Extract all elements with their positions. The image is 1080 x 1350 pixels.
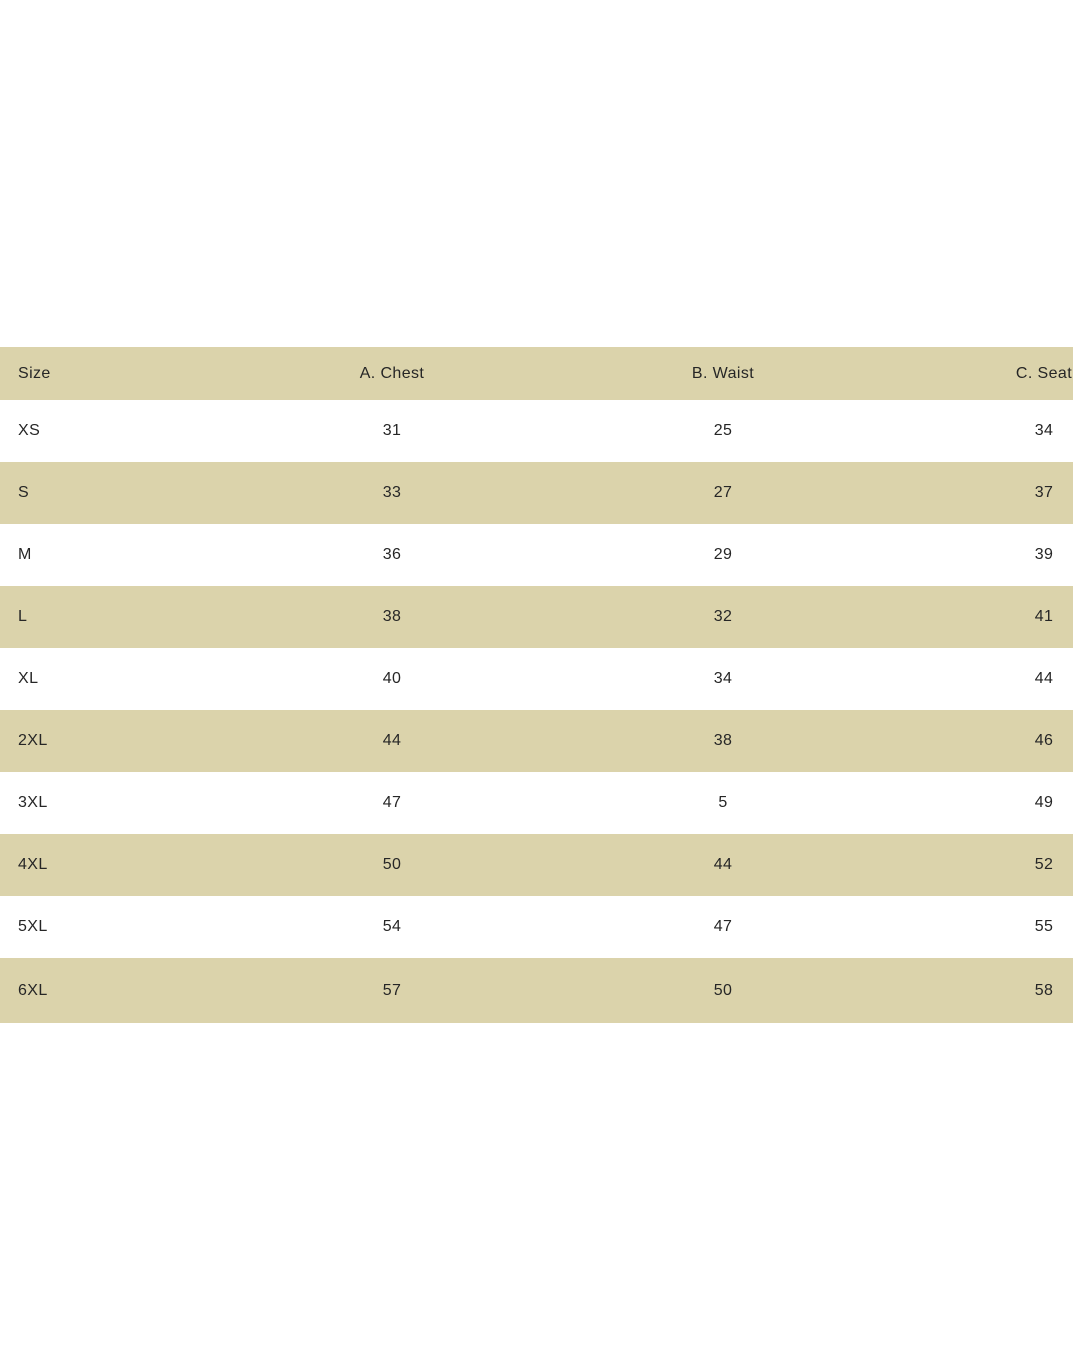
seat-value: 55 [1034,918,1054,935]
size-label: XL [18,670,39,687]
size-chart-table: Size A. Chest B. Waist C. Seat XS 31 25 … [0,347,1073,1023]
size-label: M [18,546,32,563]
chest-value: 38 [382,608,402,625]
chest-value: 50 [382,856,402,873]
table-row-3xl: 3XL 47 5 49 [0,772,1073,834]
table-row-xl: XL 40 34 44 [0,648,1073,710]
size-label: 4XL [18,856,48,873]
chest-value: 36 [382,546,402,563]
waist-value: 25 [713,422,733,439]
seat-value: 34 [1034,422,1054,439]
seat-value: 52 [1034,856,1054,873]
table-row-l: L 38 32 41 [0,586,1073,648]
table-row-4xl: 4XL 50 44 52 [0,834,1073,896]
size-label: S [18,484,30,501]
waist-value: 27 [713,484,733,501]
seat-value: 39 [1034,546,1054,563]
chest-value: 44 [382,732,402,749]
seat-value: 58 [1034,981,1054,999]
size-label: L [18,608,28,625]
table-row-5xl: 5XL 54 47 55 [0,896,1073,958]
seat-value: 37 [1034,484,1054,501]
table-row-s: S 33 27 37 [0,462,1073,524]
waist-value: 50 [713,981,733,999]
table-header-row: Size A. Chest B. Waist C. Seat [0,347,1073,400]
table-row-2xl: 2XL 44 38 46 [0,710,1073,772]
table-row-m: M 36 29 39 [0,524,1073,586]
seat-value: 49 [1034,794,1054,811]
waist-value: 5 [718,794,728,811]
seat-value: 44 [1034,670,1054,687]
waist-value: 34 [713,670,733,687]
size-label: 2XL [18,732,48,749]
size-label: XS [18,422,41,439]
chest-value: 54 [382,918,402,935]
size-label: 3XL [18,794,48,811]
waist-value: 32 [713,608,733,625]
seat-value: 46 [1034,732,1054,749]
chest-value: 57 [382,981,402,999]
size-label: 6XL [18,981,48,999]
waist-value: 38 [713,732,733,749]
waist-value: 29 [713,546,733,563]
waist-value: 44 [713,856,733,873]
seat-value: 41 [1034,608,1054,625]
chest-value: 31 [382,422,402,439]
waist-value: 47 [713,918,733,935]
size-label: 5XL [18,918,48,935]
chest-value: 33 [382,484,402,501]
chest-value: 40 [382,670,402,687]
column-header-seat: C. Seat [1015,364,1073,382]
column-header-size: Size [18,364,51,382]
chest-value: 47 [382,794,402,811]
column-header-waist: B. Waist [691,364,755,382]
table-row-xs: XS 31 25 34 [0,400,1073,462]
column-header-chest: A. Chest [359,364,425,382]
table-row-6xl: 6XL 57 50 58 [0,958,1073,1023]
